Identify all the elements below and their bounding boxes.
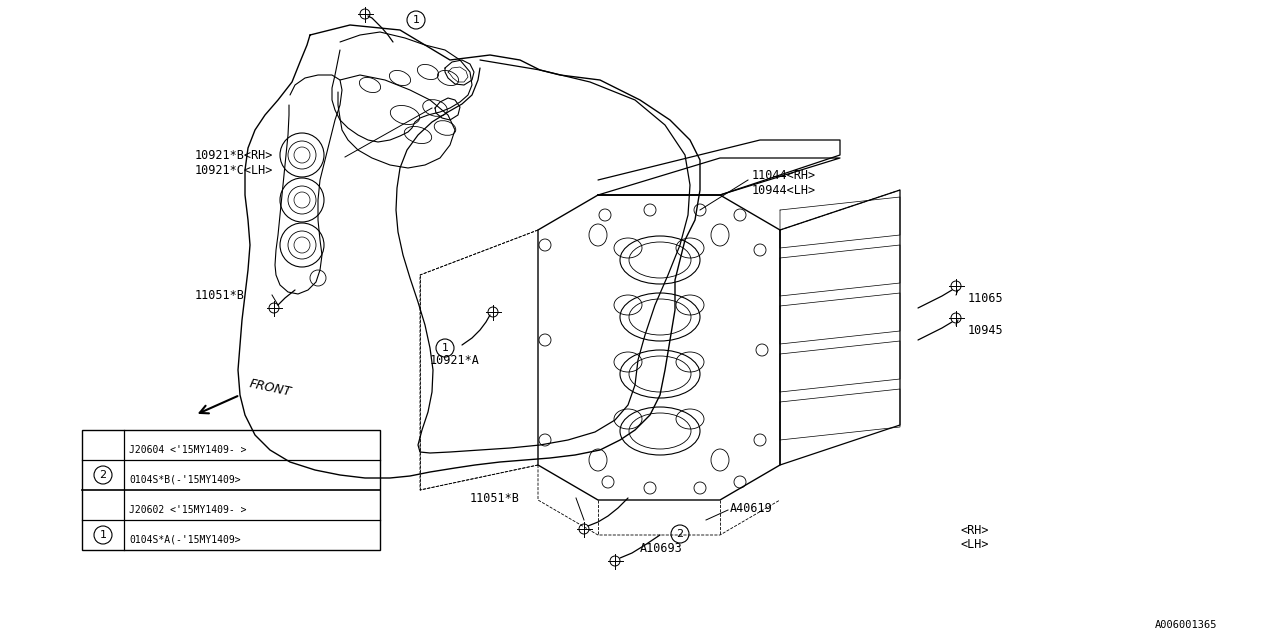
Text: 0104S*A(-'15MY1409>: 0104S*A(-'15MY1409> — [129, 535, 241, 545]
Text: 0104S*B(-'15MY1409>: 0104S*B(-'15MY1409> — [129, 475, 241, 485]
Text: A006001365: A006001365 — [1155, 620, 1217, 630]
Text: <LH>: <LH> — [960, 538, 988, 552]
Text: <RH>: <RH> — [960, 524, 988, 536]
Text: 11044<RH>: 11044<RH> — [753, 168, 817, 182]
Text: 10945: 10945 — [968, 323, 1004, 337]
Text: 11065: 11065 — [968, 291, 1004, 305]
Text: J20602 <'15MY1409- >: J20602 <'15MY1409- > — [129, 505, 247, 515]
Bar — [82, 430, 380, 550]
Text: 10944<LH>: 10944<LH> — [753, 184, 817, 196]
Text: J20604 <'15MY1409- >: J20604 <'15MY1409- > — [129, 445, 247, 455]
Text: 2: 2 — [100, 470, 106, 480]
Text: A40619: A40619 — [730, 502, 773, 515]
Text: 1: 1 — [412, 15, 420, 25]
Text: 11051*B: 11051*B — [195, 289, 244, 301]
Text: 2: 2 — [676, 529, 684, 539]
Text: 10921*B<RH>: 10921*B<RH> — [195, 148, 274, 161]
Text: 10921*C<LH>: 10921*C<LH> — [195, 163, 274, 177]
Text: 1: 1 — [100, 530, 106, 540]
Text: 10921*A: 10921*A — [430, 353, 480, 367]
Text: A10693: A10693 — [640, 541, 682, 554]
Text: 11051*B: 11051*B — [470, 492, 520, 504]
Text: FRONT: FRONT — [248, 377, 293, 399]
Text: 1: 1 — [442, 343, 448, 353]
